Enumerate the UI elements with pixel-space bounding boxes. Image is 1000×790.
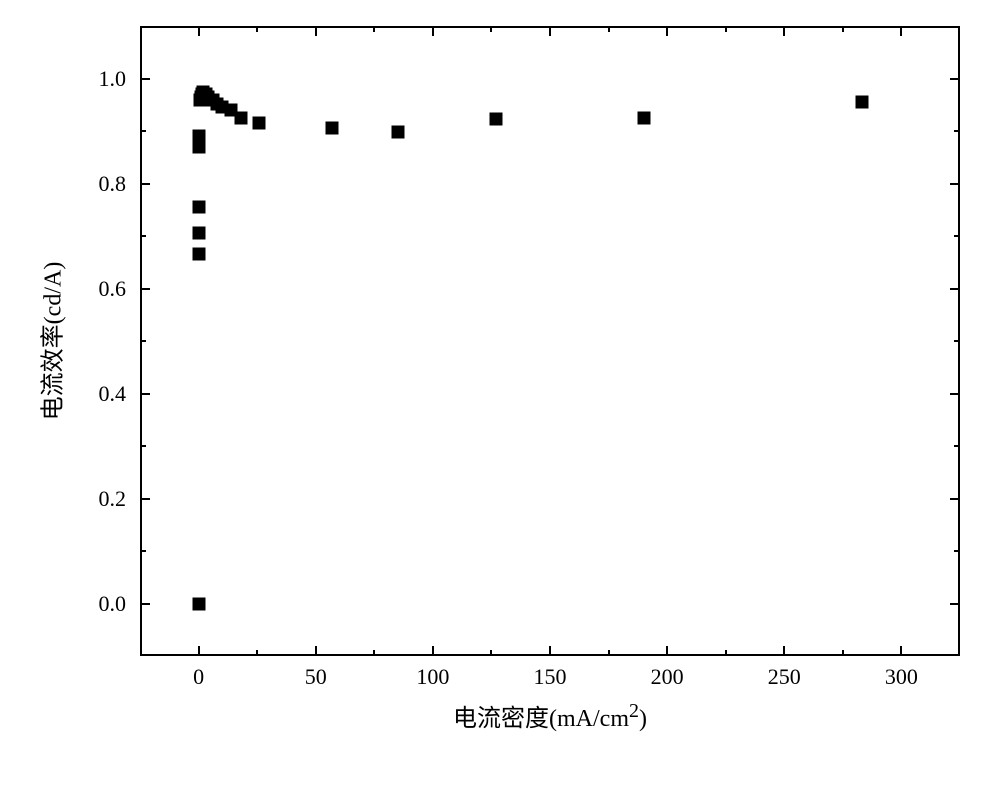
y-minor-tick [954, 130, 960, 132]
x-tick-label: 100 [416, 664, 449, 690]
x-axis-label-super: 2 [629, 700, 639, 722]
y-tick [140, 78, 150, 80]
x-tick [783, 646, 785, 656]
x-tick [666, 26, 668, 36]
x-tick [315, 26, 317, 36]
x-axis-label-suffix: ) [639, 706, 647, 732]
y-tick-label: 0.4 [86, 381, 126, 407]
x-tick-label: 200 [651, 664, 684, 690]
x-tick [432, 26, 434, 36]
x-axis-label: 电流密度(mA/cm2) [453, 698, 647, 733]
y-tick-label: 0.6 [86, 276, 126, 302]
x-tick [198, 646, 200, 656]
y-minor-tick [954, 550, 960, 552]
y-tick [140, 183, 150, 185]
x-minor-tick [490, 650, 492, 656]
y-tick-label: 0.2 [86, 486, 126, 512]
y-axis-label-text: 电流效率(cd/A) [41, 262, 67, 421]
y-minor-tick [954, 235, 960, 237]
x-tick [549, 26, 551, 36]
y-minor-tick [140, 445, 146, 447]
x-tick [900, 26, 902, 36]
x-minor-tick [725, 26, 727, 32]
data-marker [192, 597, 205, 610]
y-tick [140, 498, 150, 500]
data-marker [637, 112, 650, 125]
y-tick-label: 0.0 [86, 591, 126, 617]
x-tick [549, 646, 551, 656]
x-minor-tick [608, 650, 610, 656]
x-minor-tick [842, 26, 844, 32]
y-tick [950, 498, 960, 500]
x-minor-tick [256, 26, 258, 32]
data-marker [192, 201, 205, 214]
x-minor-tick [256, 650, 258, 656]
x-tick [666, 646, 668, 656]
x-tick-label: 50 [305, 664, 327, 690]
data-marker [326, 122, 339, 135]
x-tick [432, 646, 434, 656]
y-tick [140, 603, 150, 605]
x-tick [198, 26, 200, 36]
y-tick [950, 288, 960, 290]
x-tick [315, 646, 317, 656]
y-tick [950, 183, 960, 185]
x-minor-tick [490, 26, 492, 32]
x-tick [783, 26, 785, 36]
x-minor-tick [608, 26, 610, 32]
y-tick [950, 603, 960, 605]
x-minor-tick [373, 650, 375, 656]
y-tick [140, 393, 150, 395]
x-axis-label-text: 电流密度(mA/cm [453, 706, 629, 732]
x-tick-label: 250 [768, 664, 801, 690]
x-tick-label: 150 [534, 664, 567, 690]
y-minor-tick [954, 340, 960, 342]
y-tick [950, 393, 960, 395]
data-marker [234, 111, 247, 124]
data-marker [855, 95, 868, 108]
data-marker [192, 248, 205, 261]
y-tick [950, 78, 960, 80]
y-minor-tick [140, 235, 146, 237]
y-minor-tick [954, 445, 960, 447]
x-tick-label: 0 [193, 664, 204, 690]
x-minor-tick [373, 26, 375, 32]
data-marker [391, 126, 404, 139]
data-marker [253, 117, 266, 130]
data-marker [192, 227, 205, 240]
x-tick [900, 646, 902, 656]
figure: 电流密度(mA/cm2) 电流效率(cd/A) 0 50 100 150 200 250 3… [0, 0, 1000, 790]
y-minor-tick [140, 550, 146, 552]
data-marker [490, 113, 503, 126]
y-minor-tick [140, 130, 146, 132]
x-minor-tick [725, 650, 727, 656]
y-tick-label: 1.0 [86, 66, 126, 92]
y-axis-label: 电流效率(cd/A) [33, 262, 68, 421]
x-minor-tick [842, 650, 844, 656]
y-minor-tick [140, 340, 146, 342]
y-tick-label: 0.8 [86, 171, 126, 197]
x-tick-label: 300 [885, 664, 918, 690]
y-tick [140, 288, 150, 290]
data-marker [193, 130, 206, 143]
